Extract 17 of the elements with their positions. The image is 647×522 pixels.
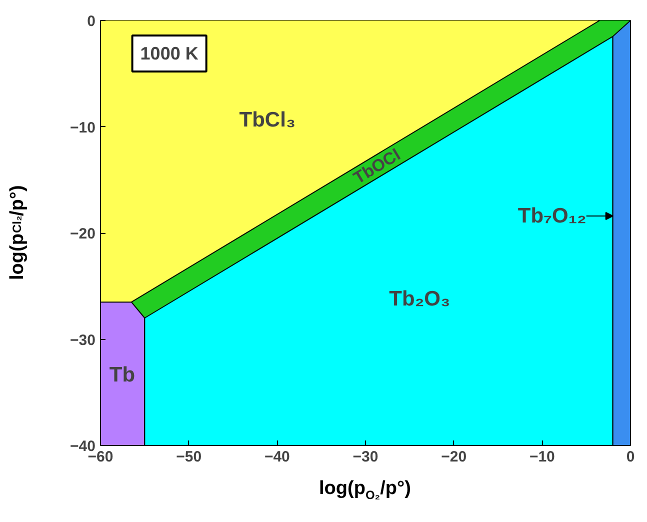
annotation: 1000 K — [140, 44, 198, 64]
y-tick-label: 0 — [87, 13, 96, 30]
series-label: Tb — [109, 364, 136, 387]
x-tick-label: −20 — [441, 448, 467, 466]
x-tick-label: −10 — [529, 448, 555, 466]
x-tick-label: −50 — [176, 448, 202, 466]
x-axis-title: log(p$_{O₂}$/p°) — [318, 477, 412, 504]
y-tick-label: −30 — [70, 332, 96, 349]
series-label: Tb₂O₃ — [389, 288, 450, 311]
y-tick-label: −20 — [70, 226, 96, 242]
x-tick-label: −30 — [352, 448, 378, 466]
series-label: TbCl₃ — [239, 108, 296, 132]
y-tick-label: −10 — [70, 119, 96, 136]
x-tick-label: −40 — [264, 448, 290, 466]
y-tick-label: −40 — [70, 438, 96, 455]
x-tick-label: 0 — [626, 448, 635, 466]
series-label: Tb₇O₁₂ — [518, 204, 586, 228]
